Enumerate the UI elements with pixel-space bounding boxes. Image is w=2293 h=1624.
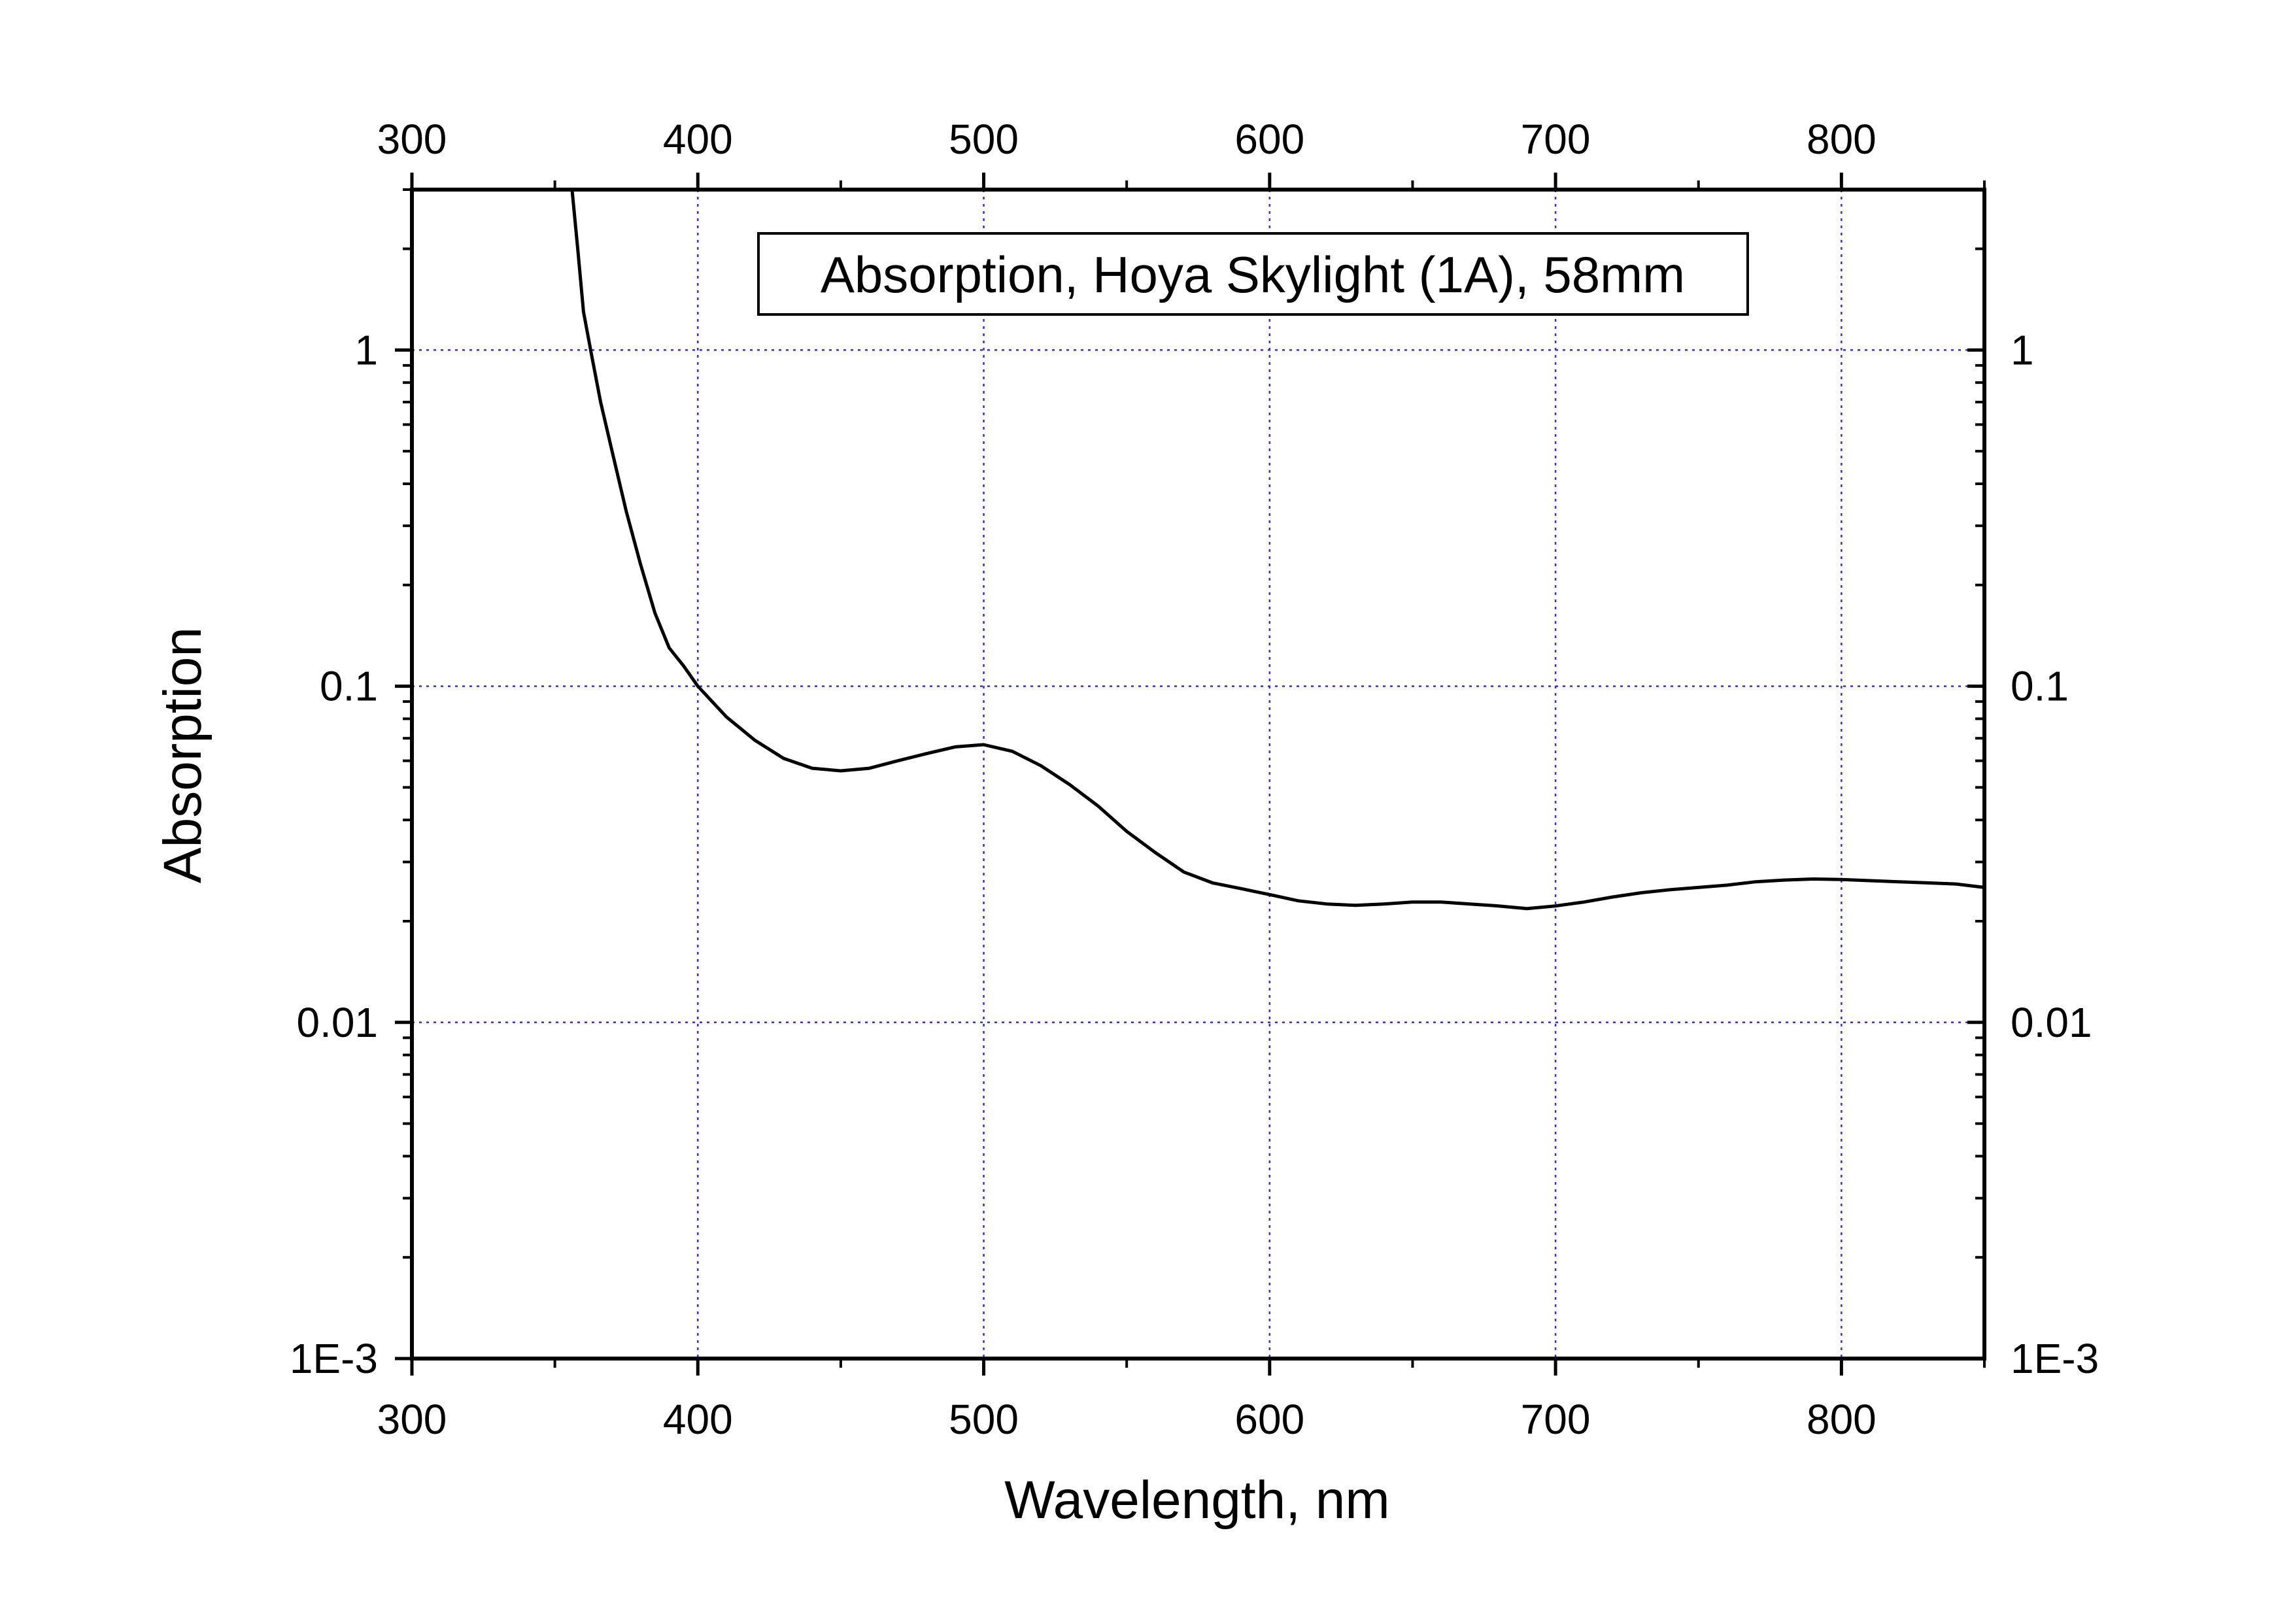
chart-title: Absorption, Hoya Skylight (1A), 58mm (821, 246, 1685, 303)
x-tick-label-top: 700 (1521, 116, 1591, 163)
x-tick-label-bottom: 600 (1234, 1396, 1304, 1443)
plot-frame (410, 188, 1986, 1361)
y-axis-label: Absorption (153, 627, 212, 883)
grid-lines (412, 190, 1984, 1359)
y-tick-label-right: 1 (2011, 326, 2034, 373)
x-tick-label-top: 300 (377, 116, 447, 163)
x-tick-label-top: 800 (1807, 116, 1877, 163)
x-axis-label: Wavelength, nm (1004, 1470, 1389, 1530)
x-tick-label-bottom: 300 (377, 1396, 447, 1443)
y-tick-label-left: 1E-3 (290, 1335, 378, 1382)
x-tick-label-top: 400 (663, 116, 733, 163)
axis-ticks (395, 173, 1986, 1376)
title-frame (757, 232, 1749, 316)
y-tick-label-left: 0.01 (296, 999, 378, 1046)
x-tick-label-bottom: 700 (1521, 1396, 1591, 1443)
x-tick-label-bottom: 500 (949, 1396, 1019, 1443)
y-tick-label-right: 0.01 (2011, 999, 2092, 1046)
x-tick-label-bottom: 400 (663, 1396, 733, 1443)
axis-tick-labels: 300 300 400 400 500 500 600 600 700 700 800 800 1E-3… (290, 116, 2099, 1443)
y-tick-label-right: 1E-3 (2011, 1335, 2099, 1382)
x-tick-label-top: 600 (1234, 116, 1304, 163)
y-tick-label-right: 0.1 (2011, 663, 2069, 710)
x-tick-label-top: 500 (949, 116, 1019, 163)
y-tick-label-left: 0.1 (320, 663, 378, 710)
x-tick-label-bottom: 800 (1807, 1396, 1877, 1443)
y-tick-label-left: 1 (354, 326, 378, 373)
chart-title-box: Absorption, Hoya Skylight (1A), 58mm (757, 232, 1749, 316)
series-line-absorption (570, 188, 1986, 911)
